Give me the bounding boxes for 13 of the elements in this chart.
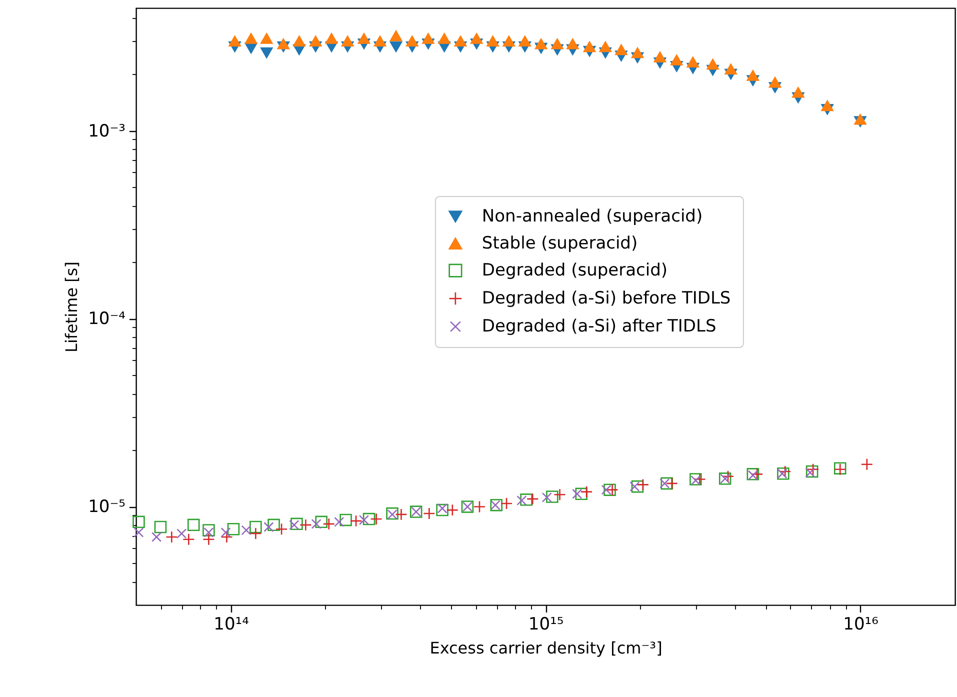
legend-label: Degraded (superacid) [482,260,668,281]
x-tick-label: 10¹⁴ [214,614,250,634]
legend-label: Non-annealed (superacid) [482,206,703,227]
x-tick-label: 10¹⁵ [528,614,564,634]
x-axis-title: Excess carrier density [cm⁻³] [430,638,662,658]
x-tick-label: 10¹⁶ [843,614,879,634]
y-tick-label: 10⁻³ [88,121,126,142]
y-tick-label: 10⁻⁵ [88,497,126,518]
y-tick-label: 10⁻⁴ [88,309,126,330]
legend-label: Stable (superacid) [482,234,638,254]
legend-label: Degraded (a-Si) before TIDLS [482,288,731,309]
y-axis-title: Lifetime [s] [62,262,82,352]
legend-label: Degraded (a-Si) after TIDLS [482,316,716,337]
